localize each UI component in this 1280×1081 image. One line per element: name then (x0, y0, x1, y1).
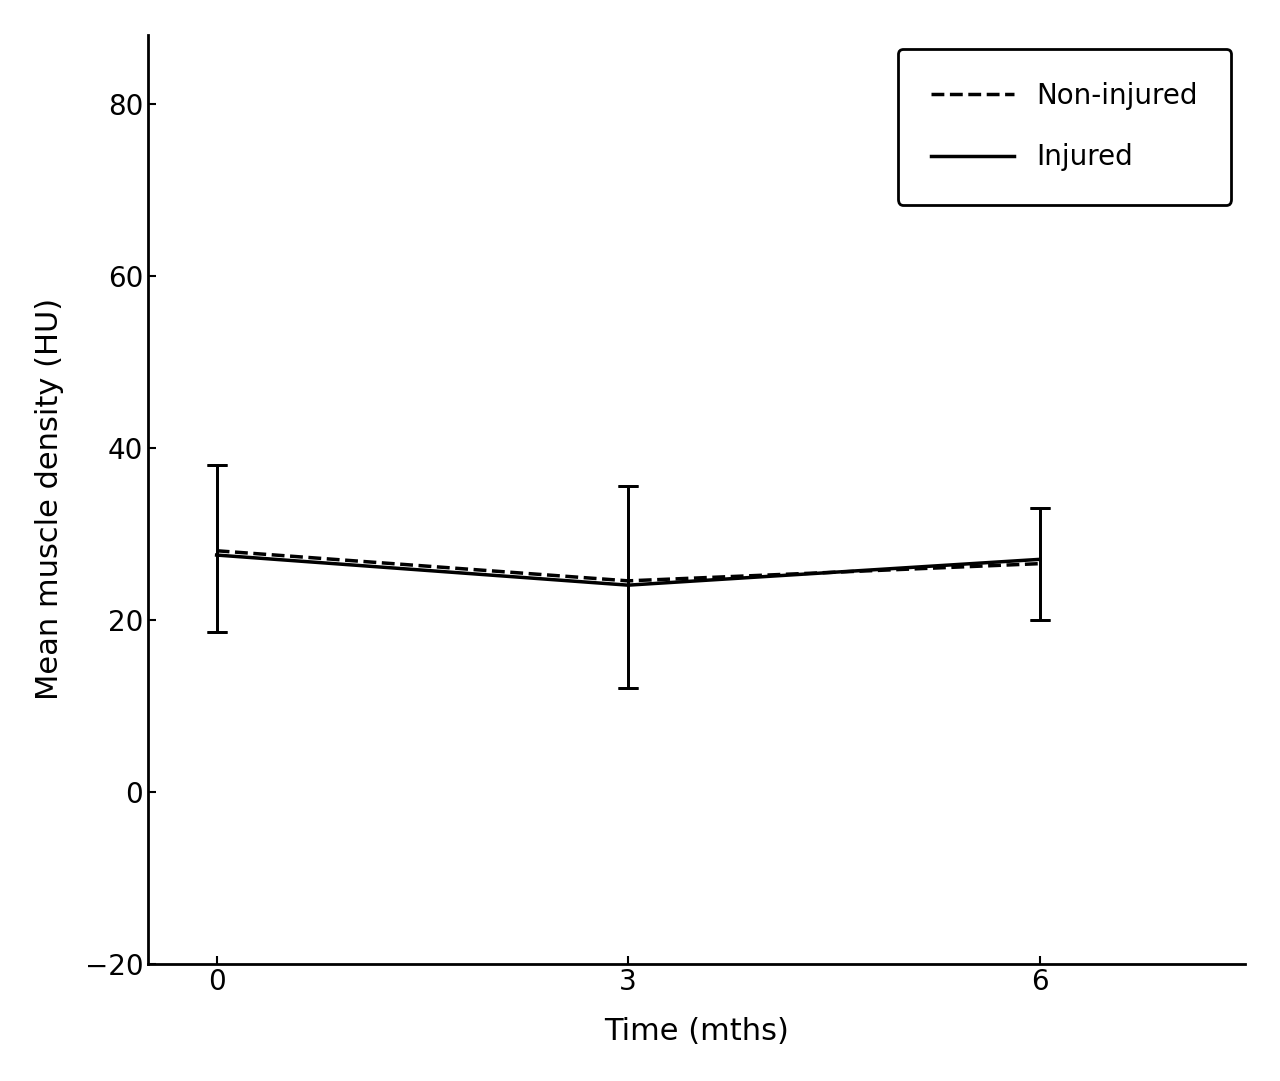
X-axis label: Time (mths): Time (mths) (604, 1017, 788, 1046)
Y-axis label: Mean muscle density (HU): Mean muscle density (HU) (35, 298, 64, 700)
Legend: Non-injured, Injured: Non-injured, Injured (897, 49, 1231, 204)
